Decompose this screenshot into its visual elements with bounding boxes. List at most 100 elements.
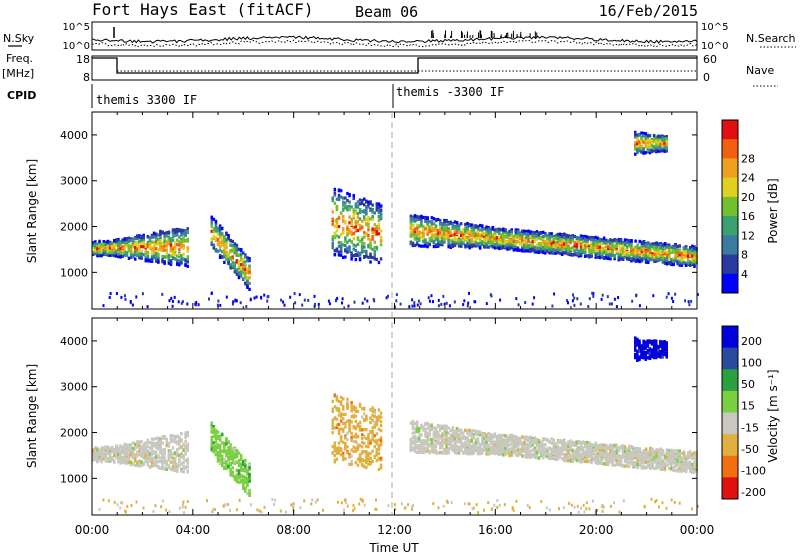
data-cell bbox=[342, 454, 345, 457]
data-cell bbox=[411, 305, 413, 308]
data-cell bbox=[180, 438, 183, 441]
data-cell bbox=[346, 407, 349, 410]
data-cell bbox=[666, 137, 669, 140]
data-cell bbox=[240, 248, 243, 251]
data-cell bbox=[359, 403, 362, 406]
data-cell bbox=[163, 262, 166, 265]
data-cell bbox=[180, 432, 183, 435]
data-cell bbox=[250, 298, 252, 301]
data-cell bbox=[342, 297, 344, 300]
data-cell bbox=[328, 300, 330, 303]
data-cell bbox=[221, 232, 224, 235]
data-cell bbox=[334, 253, 337, 256]
data-cell bbox=[486, 302, 488, 305]
data-cell bbox=[380, 412, 383, 415]
power-data-cells bbox=[92, 131, 699, 308]
data-cell bbox=[374, 211, 377, 214]
data-cell bbox=[344, 221, 347, 224]
power-frame bbox=[92, 112, 697, 309]
data-cell bbox=[232, 257, 235, 260]
data-cell bbox=[166, 247, 169, 250]
data-cell bbox=[346, 402, 349, 405]
data-cell bbox=[341, 302, 343, 305]
data-cell bbox=[187, 449, 190, 452]
data-cell bbox=[187, 443, 190, 446]
data-cell bbox=[446, 302, 448, 305]
data-cell bbox=[113, 459, 116, 462]
data-cell bbox=[340, 247, 343, 250]
data-cell bbox=[182, 300, 184, 303]
data-cell bbox=[367, 234, 370, 237]
data-cell bbox=[344, 255, 347, 258]
data-cell bbox=[336, 418, 339, 421]
power-ylabel: Slant Range [km] bbox=[25, 159, 39, 263]
data-cell bbox=[468, 292, 470, 295]
data-cell bbox=[649, 134, 652, 137]
data-cell bbox=[342, 417, 345, 420]
data-cell bbox=[336, 229, 339, 232]
data-cell bbox=[344, 413, 347, 416]
data-cell bbox=[332, 410, 335, 413]
data-cell bbox=[580, 303, 582, 306]
data-cell bbox=[240, 454, 243, 457]
data-cell bbox=[178, 458, 181, 461]
data-cell bbox=[219, 304, 221, 307]
data-cell bbox=[426, 217, 429, 220]
data-cell bbox=[363, 407, 366, 410]
data-cell bbox=[504, 228, 507, 231]
data-cell bbox=[126, 252, 129, 255]
data-cell bbox=[140, 257, 143, 260]
data-cell bbox=[380, 420, 383, 423]
data-cell bbox=[630, 243, 633, 246]
data-cell bbox=[666, 143, 669, 146]
data-cell bbox=[163, 456, 166, 459]
data-cell bbox=[374, 409, 377, 412]
data-cell bbox=[342, 397, 345, 400]
data-cell bbox=[355, 406, 358, 409]
data-cell bbox=[440, 303, 442, 306]
data-cell bbox=[187, 470, 190, 473]
y-tick-label: 1000 bbox=[60, 266, 88, 279]
data-cell bbox=[357, 236, 360, 239]
data-cell bbox=[369, 442, 372, 445]
data-cell bbox=[666, 146, 669, 149]
nave-label: Nave bbox=[746, 64, 774, 77]
data-cell bbox=[236, 299, 238, 302]
data-cell bbox=[395, 299, 397, 302]
data-cell bbox=[348, 424, 351, 427]
nsky-tick-top: 10^5 bbox=[63, 22, 90, 33]
data-cell bbox=[380, 416, 383, 419]
data-cell bbox=[195, 303, 197, 306]
data-cell bbox=[232, 466, 235, 469]
data-cell bbox=[260, 296, 262, 299]
data-cell bbox=[396, 293, 398, 296]
nsky-tick-bottom: 10^0 bbox=[63, 41, 90, 52]
data-cell bbox=[187, 231, 190, 234]
data-cell bbox=[342, 231, 345, 234]
data-cell bbox=[134, 258, 137, 261]
data-cell bbox=[458, 228, 461, 231]
data-cell bbox=[244, 459, 247, 462]
data-cell bbox=[168, 231, 171, 234]
data-cell bbox=[369, 260, 372, 263]
nsky-strip: N.Sky 10^5 10^0 10^5 10^0 N.Search bbox=[3, 22, 796, 52]
data-cell bbox=[176, 468, 179, 471]
data-cell bbox=[334, 188, 337, 191]
data-cell bbox=[378, 232, 381, 235]
data-cell bbox=[248, 466, 251, 469]
data-cell bbox=[438, 299, 440, 302]
data-cell bbox=[248, 282, 251, 285]
data-cell bbox=[576, 297, 578, 300]
data-cell bbox=[334, 191, 337, 194]
colorbar-tick-label: 24 bbox=[741, 172, 755, 185]
data-cell bbox=[142, 292, 144, 295]
data-cell bbox=[338, 423, 341, 426]
data-cell bbox=[226, 296, 228, 299]
data-cell bbox=[611, 302, 613, 305]
data-cell bbox=[672, 263, 675, 266]
data-cell bbox=[380, 209, 383, 212]
data-cell bbox=[187, 260, 190, 263]
